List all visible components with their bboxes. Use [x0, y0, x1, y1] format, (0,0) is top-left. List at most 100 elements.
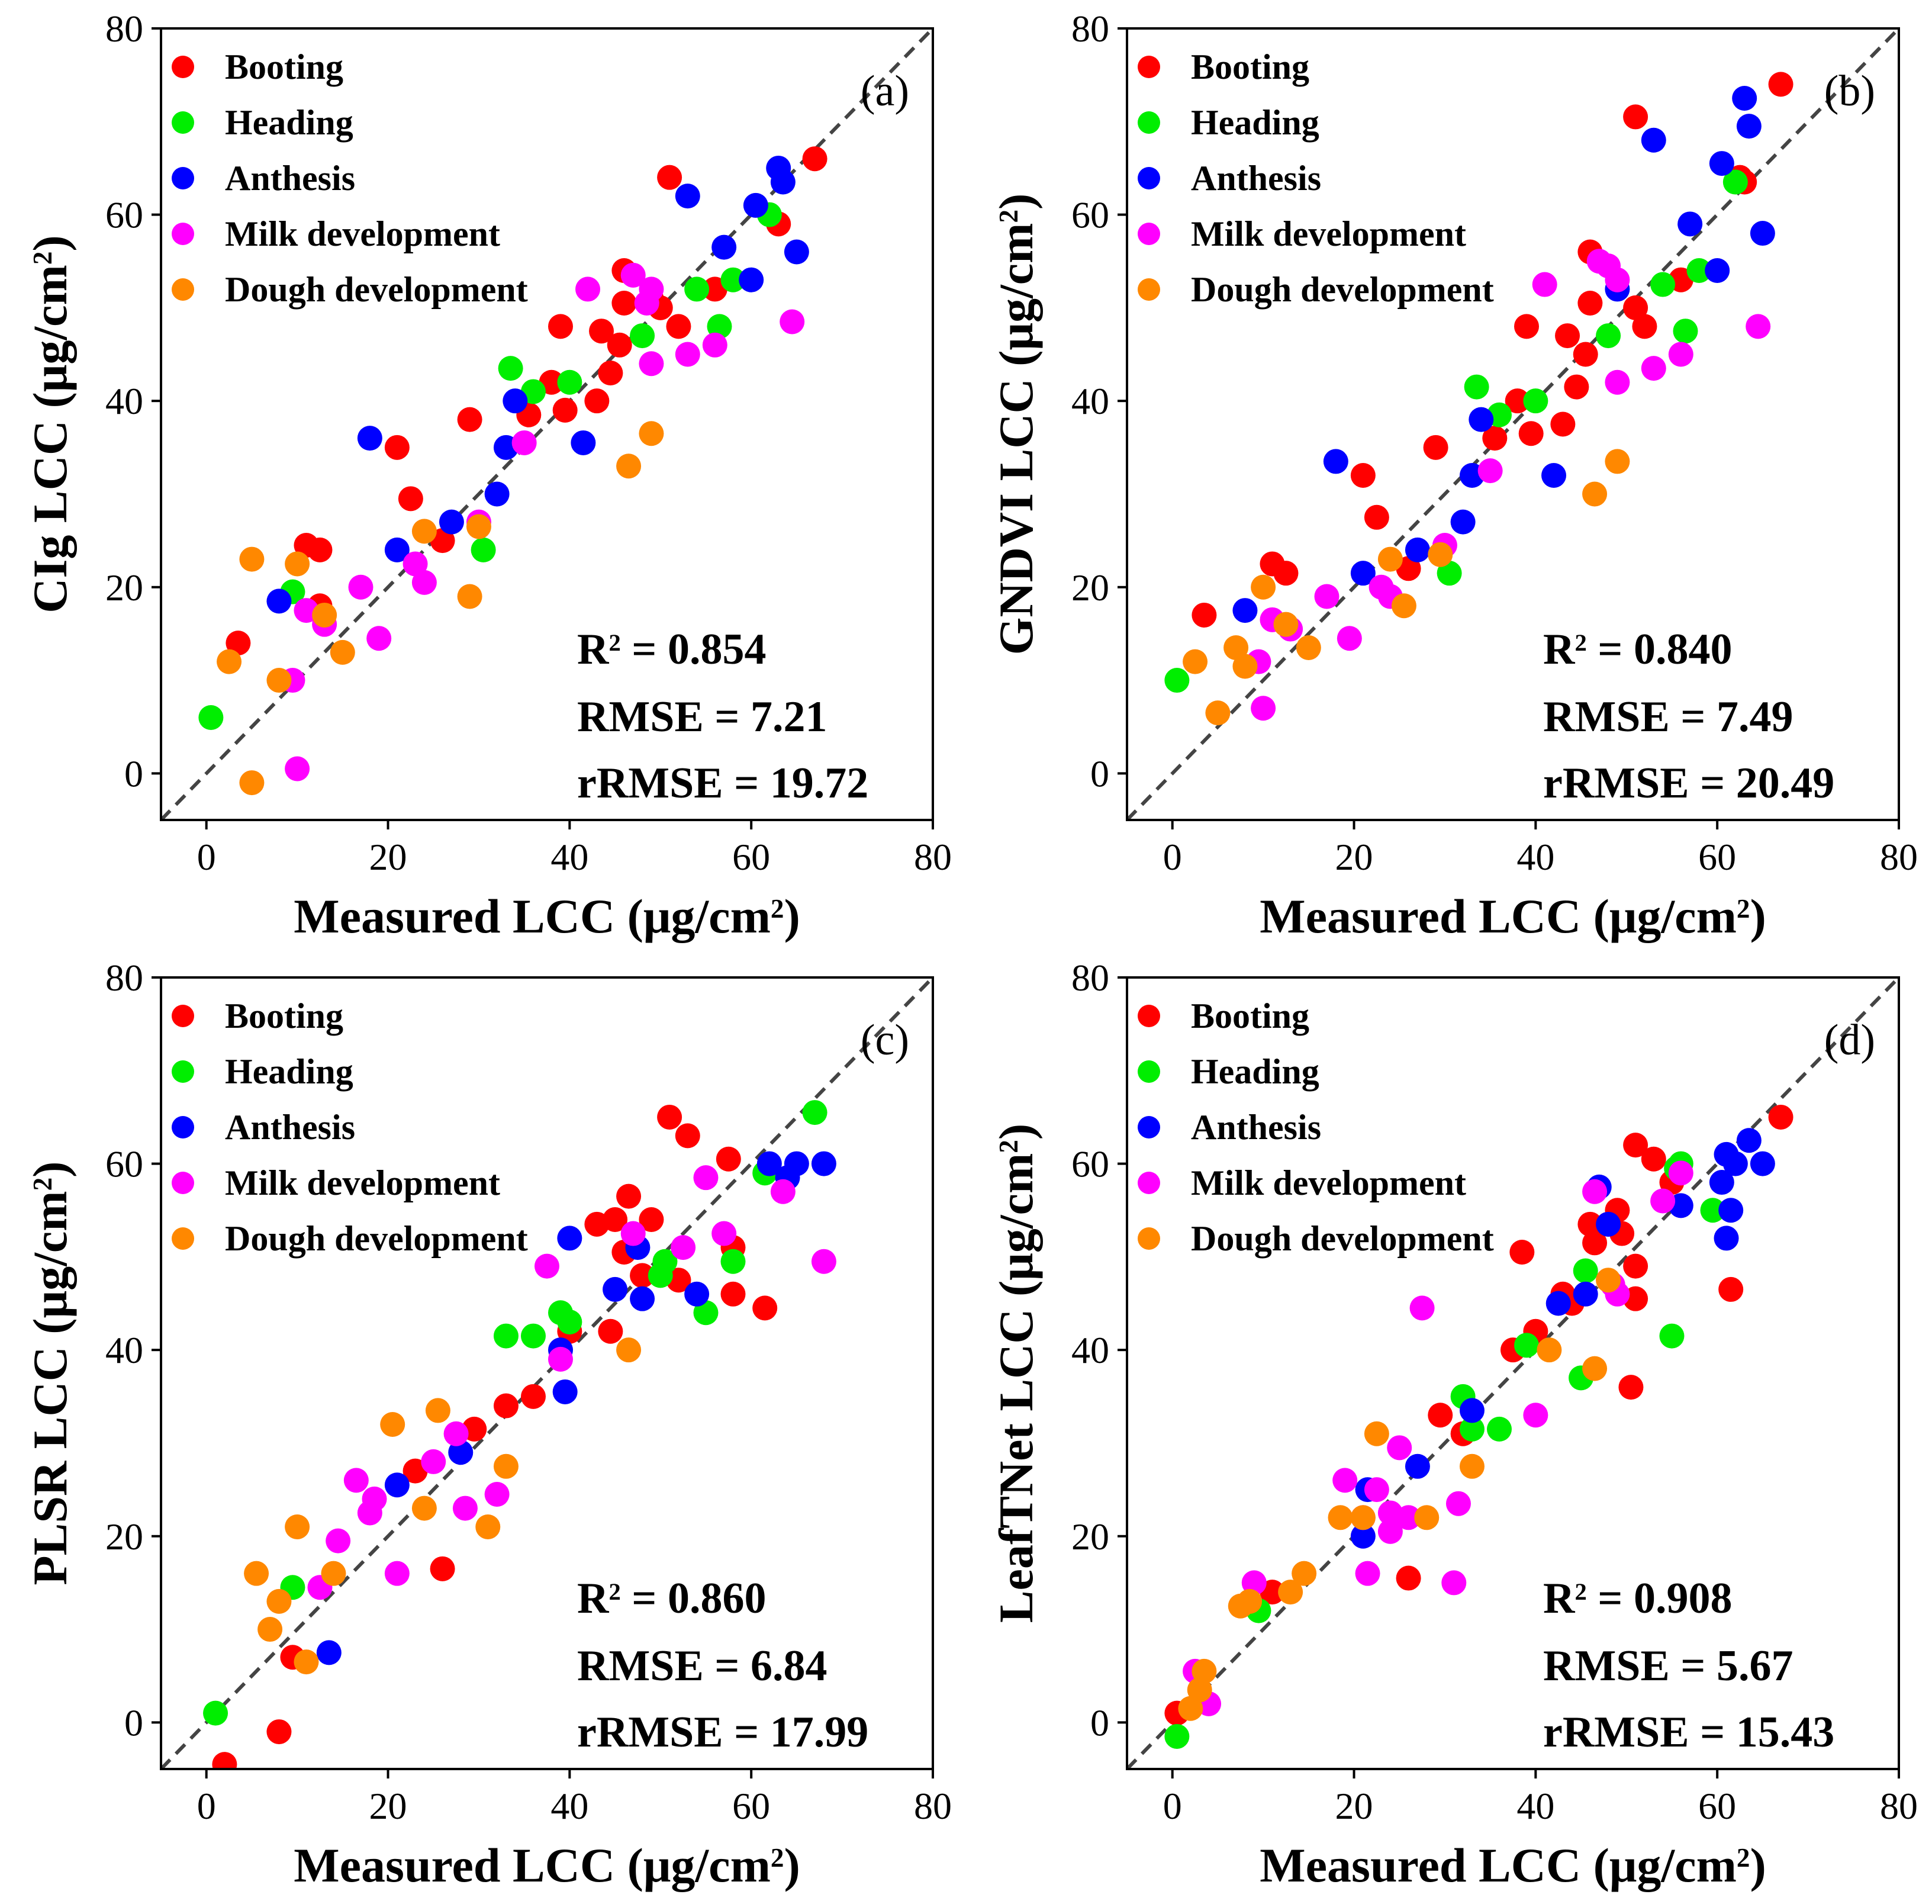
point-anthesis	[1736, 114, 1762, 139]
panel-label: (d)	[1824, 1016, 1875, 1064]
stat-r2: R2 = 0.854	[577, 625, 766, 674]
legend-label: Milk development	[1191, 1163, 1466, 1202]
legend-label: Milk development	[225, 1163, 500, 1202]
point-anthesis	[684, 1281, 710, 1307]
stat-rmse: RMSE = 5.67	[1543, 1642, 1793, 1690]
legend: Booting Heading Anthesis Milk development Do…	[172, 47, 528, 309]
point-booting	[212, 1752, 237, 1769]
x-tick-label: 0	[1163, 1785, 1182, 1827]
y-tick-label: 40	[105, 1329, 143, 1371]
legend-label: Dough development	[225, 1219, 528, 1258]
point-anthesis	[1736, 1128, 1762, 1153]
point-anthesis	[743, 192, 768, 218]
point-anthesis	[603, 1276, 628, 1302]
data-points	[1164, 72, 1793, 726]
point-anthesis	[384, 537, 410, 562]
point-milk-development	[1314, 584, 1339, 609]
y-tick-label: 20	[105, 567, 143, 609]
legend-label: Anthesis	[1191, 1108, 1321, 1147]
point-heading	[652, 1249, 678, 1274]
point-booting	[1514, 314, 1540, 339]
point-booting	[1509, 1240, 1535, 1265]
x-tick-label: 60	[1698, 1785, 1736, 1827]
chart-panel: 0 20 40 60 80 0 20 40 60 80 Measured LCC (μg/cm2) L…	[989, 957, 1918, 1892]
point-heading	[203, 1700, 228, 1726]
panel-label: (a)	[861, 67, 909, 115]
point-milk-development	[620, 1221, 646, 1246]
y-tick-label: 20	[1071, 1516, 1109, 1558]
point-booting	[666, 314, 691, 339]
point-dough-development	[380, 1412, 405, 1437]
point-booting	[1350, 463, 1376, 488]
point-booting	[616, 1183, 642, 1209]
point-booting	[1577, 1211, 1603, 1237]
point-heading	[720, 1249, 746, 1274]
point-booting	[752, 1295, 778, 1321]
plot-frame	[160, 976, 934, 1770]
point-milk-development	[285, 756, 310, 781]
legend-marker	[1138, 111, 1160, 134]
point-heading	[498, 356, 523, 381]
point-milk-development	[1337, 626, 1362, 651]
point-booting	[1718, 1276, 1744, 1302]
point-dough-development	[1232, 654, 1258, 679]
y-tick-label: 80	[105, 8, 143, 50]
point-heading	[493, 1323, 519, 1349]
point-anthesis	[484, 481, 510, 507]
point-heading	[1596, 323, 1621, 349]
point-milk-development	[620, 262, 646, 288]
point-milk-development	[348, 574, 373, 600]
point-anthesis	[1705, 258, 1730, 283]
point-milk-development	[1605, 267, 1630, 292]
point-milk-development	[548, 1346, 574, 1372]
point-heading	[802, 1100, 827, 1125]
point-dough-development	[239, 770, 265, 796]
stat-rrmse: rRMSE = 15.43	[1543, 1708, 1834, 1757]
point-milk-development	[384, 1561, 410, 1586]
point-dough-development	[1273, 612, 1299, 637]
legend-label: Heading	[1191, 1052, 1319, 1091]
point-milk-development	[1532, 272, 1557, 297]
point-anthesis	[1459, 1398, 1485, 1423]
point-dough-development	[1459, 1453, 1485, 1479]
point-milk-development	[671, 1235, 696, 1260]
y-axis-title: LeafTNet LCC (μg/cm2)	[989, 1124, 1043, 1623]
point-booting	[584, 388, 610, 414]
chart-panel: 0 20 40 60 80 0 20 40 60 80 Measured LCC (μg/cm2) P…	[23, 957, 952, 1892]
x-tick-label: 40	[550, 1785, 588, 1827]
point-dough-development	[1582, 481, 1608, 507]
point-booting	[1573, 342, 1598, 367]
stat-rmse: RMSE = 7.49	[1543, 693, 1793, 741]
point-heading	[1437, 561, 1462, 586]
chart-panel: 0 20 40 60 80 0 20 40 60 80 Measured LCC (μg/cm2) G…	[989, 8, 1918, 943]
point-heading	[1459, 1416, 1485, 1442]
legend-marker	[1138, 1172, 1160, 1194]
point-milk-development	[1377, 1519, 1403, 1544]
point-booting	[1564, 374, 1589, 400]
point-anthesis	[1405, 1453, 1430, 1479]
point-booting	[1273, 561, 1299, 586]
legend-marker	[1138, 167, 1160, 189]
point-anthesis	[1545, 1291, 1571, 1316]
point-heading	[1164, 668, 1190, 693]
legend-marker	[1138, 1060, 1160, 1083]
point-milk-development	[411, 570, 437, 595]
point-booting	[589, 319, 614, 344]
point-dough-development	[466, 514, 491, 539]
point-heading	[1722, 169, 1748, 195]
x-tick-label: 80	[914, 1785, 952, 1827]
panel-label: (b)	[1824, 67, 1875, 115]
legend: Booting Heading Anthesis Milk development Do…	[172, 996, 528, 1258]
x-tick-label: 20	[369, 836, 407, 878]
point-milk-development	[675, 342, 700, 367]
point-booting	[1555, 323, 1580, 349]
point-anthesis	[1232, 598, 1258, 623]
point-booting	[493, 1393, 519, 1419]
point-anthesis	[1469, 407, 1494, 432]
point-heading	[707, 314, 732, 339]
point-milk-development	[1445, 1491, 1471, 1516]
point-dough-development	[312, 602, 337, 628]
point-dough-development	[475, 1514, 501, 1540]
point-dough-development	[1537, 1337, 1562, 1363]
y-tick-label: 20	[105, 1516, 143, 1558]
